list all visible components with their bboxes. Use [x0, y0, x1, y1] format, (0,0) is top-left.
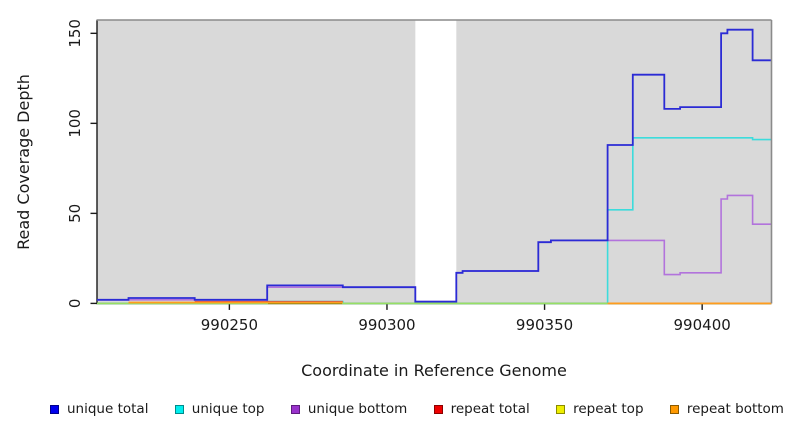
chart-legend: unique total unique top unique bottom re…: [50, 400, 784, 418]
legend-swatch: [669, 404, 679, 414]
y-tick-label: 100: [66, 109, 84, 138]
y-tick-marks: [90, 32, 97, 305]
legend-swatch: [50, 404, 59, 414]
x-tick-label: 990250: [201, 316, 258, 334]
legend-label: repeat total: [450, 401, 530, 417]
x-axis-title: Coordinate in Reference Genome: [301, 361, 567, 380]
legend-item-unique-top: unique top: [174, 401, 265, 417]
legend-swatch: [433, 404, 443, 414]
legend-swatch: [174, 404, 184, 414]
y-tick-label: 0: [66, 299, 84, 309]
x-tick-marks: [228, 303, 703, 310]
legend-label: unique top: [191, 401, 265, 417]
legend-item-repeat-total: repeat total: [433, 401, 530, 417]
series-line-unique-total: [97, 28, 772, 303]
x-tick-label: 990350: [516, 316, 573, 334]
legend-item-unique-bottom: unique bottom: [290, 401, 408, 417]
y-tick-label: 150: [66, 19, 84, 48]
legend-item-unique-total: unique total: [50, 401, 148, 417]
legend-item-repeat-bottom: repeat bottom: [669, 401, 784, 417]
x-tick-label: 990400: [674, 316, 731, 334]
legend-label: repeat bottom: [686, 401, 784, 417]
legend-item-repeat-top: repeat top: [556, 401, 644, 417]
legend-label: unique total: [67, 401, 149, 417]
gap-region-band: [415, 20, 457, 304]
legend-label: unique bottom: [307, 401, 408, 417]
legend-label: repeat top: [573, 401, 644, 417]
legend-swatch: [290, 404, 300, 414]
legend-swatch: [556, 404, 566, 414]
y-axis-title: Read Coverage Depth: [14, 74, 33, 250]
series-lines: [97, 28, 772, 305]
x-tick-label: 990300: [358, 316, 415, 334]
y-tick-label: 50: [66, 204, 84, 223]
